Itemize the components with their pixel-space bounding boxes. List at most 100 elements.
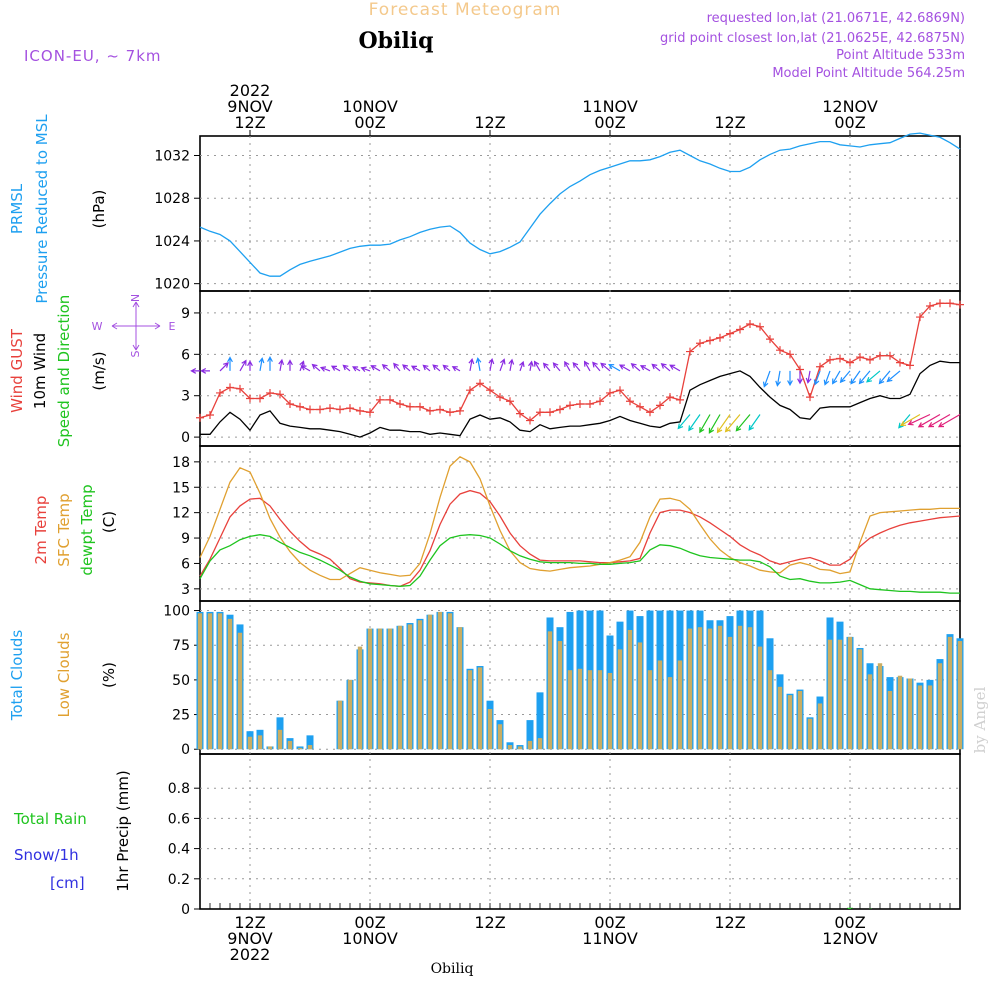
wind-arrow: [735, 414, 751, 432]
gust-marker: [426, 406, 434, 415]
cloud-bar-low: [567, 670, 573, 750]
wind-arrow: [699, 414, 711, 434]
compass-south: S: [129, 350, 142, 357]
time-label-top: 12Z: [714, 113, 745, 132]
y-tick-label: 0.2: [168, 872, 190, 888]
wind-arrow: [900, 413, 921, 427]
wind-arrow: [267, 355, 273, 371]
wind-arrow: [866, 370, 881, 383]
time-label-bottom: 10NOV: [342, 929, 398, 948]
gust-marker: [956, 300, 964, 309]
cloud-bar-low: [527, 740, 533, 750]
label-total-clouds: Total Clouds: [8, 630, 26, 722]
gust-marker: [566, 401, 574, 410]
panel-frame-precip: [199, 753, 961, 910]
series-dewpt-temp: [199, 534, 960, 594]
cloud-bar-low: [397, 625, 403, 750]
cloud-bar-low: [657, 660, 663, 750]
cloud-bar-low: [597, 670, 603, 750]
wind-arrow: [564, 360, 571, 372]
gust-marker: [536, 408, 544, 417]
gust-marker: [436, 405, 444, 414]
wind-arrow: [468, 357, 475, 372]
cloud-bar-low: [807, 718, 813, 750]
wind-arrow: [639, 365, 651, 372]
gust-marker: [406, 402, 414, 411]
wind-arrow: [688, 414, 701, 432]
compass-east: E: [169, 320, 176, 333]
gust-marker: [696, 339, 704, 348]
compass-north: N: [129, 294, 142, 302]
y-tick-label: 9: [181, 306, 190, 322]
wind-arrow: [410, 365, 421, 372]
y-tick-label: 1024: [154, 234, 190, 250]
cloud-bar-low: [787, 695, 793, 750]
cloud-bar-low: [947, 636, 953, 750]
cloud-bar-low: [217, 613, 223, 750]
gust-marker: [226, 383, 234, 392]
gridpoint-coords: grid point closest lon,lat (21.0625E, 42…: [660, 31, 965, 46]
time-label-bottom: 00Z: [834, 913, 865, 932]
label-2m-temp: 2m Temp: [32, 496, 50, 565]
wind-arrow: [787, 370, 793, 387]
wind-arrow: [797, 370, 803, 385]
wind-arrow: [805, 370, 812, 384]
wind-arrow: [660, 362, 671, 372]
cloud-bar-low: [427, 614, 433, 750]
time-label-top: 00Z: [354, 113, 385, 132]
gust-marker: [746, 319, 754, 328]
gust-marker: [286, 399, 294, 408]
y-tick-label: 0: [181, 902, 190, 918]
gust-marker: [266, 388, 274, 397]
gust-marker: [896, 358, 904, 367]
wind-arrow: [475, 357, 482, 372]
wind-arrow: [850, 370, 861, 385]
cloud-bar-total: [536, 692, 544, 750]
wind-arrow: [451, 366, 461, 372]
time-label-top: 00Z: [834, 113, 865, 132]
y-tick-label: 75: [172, 638, 190, 654]
location-title: Obiliq: [358, 28, 433, 54]
y-tick-label: 25: [172, 708, 190, 724]
gust-marker: [676, 395, 684, 404]
cloud-bar-low: [687, 628, 693, 750]
label-speed-direction: Speed and Direction: [55, 295, 73, 448]
cloud-bar-low: [677, 660, 683, 750]
series-10m-wind: [200, 360, 960, 438]
cloud-bar-low: [777, 686, 783, 750]
gust-marker: [376, 395, 384, 404]
time-label-top: 00Z: [594, 113, 625, 132]
gust-marker: [446, 408, 454, 417]
gust-marker: [736, 325, 744, 334]
wind-arrow: [542, 362, 551, 372]
cloud-bar-low: [547, 631, 553, 750]
y-tick-label: 1020: [154, 277, 190, 293]
wind-arrow: [219, 362, 229, 372]
cloud-bar-low: [627, 629, 633, 750]
y-tick-label: 0: [181, 430, 190, 446]
label-total-rain: Total Rain: [13, 810, 87, 828]
gust-marker: [396, 399, 404, 408]
gust-marker: [726, 329, 734, 338]
gust-marker: [586, 399, 594, 408]
cloud-bar-low: [697, 627, 703, 750]
wind-arrow: [630, 362, 641, 372]
wind-arrow: [724, 414, 741, 433]
gust-marker: [756, 322, 764, 331]
wind-arrow: [708, 414, 721, 434]
y-tick-label: 12: [172, 506, 190, 522]
cloud-bar-low: [647, 670, 653, 750]
gust-marker: [906, 361, 914, 370]
label-celsius: (C): [100, 511, 118, 533]
label-wind-gust: Wind GUST: [8, 328, 26, 413]
cloud-bar-low: [257, 735, 263, 750]
cloud-bar-low: [877, 663, 883, 750]
gust-marker: [326, 404, 334, 413]
wind-arrow: [402, 364, 411, 372]
wind-arrow: [858, 370, 871, 385]
gust-marker: [196, 413, 204, 422]
label-snow: Snow/1h: [14, 846, 79, 864]
cloud-bar-low: [767, 670, 773, 750]
gust-marker: [826, 355, 834, 364]
cloud-bar-low: [497, 724, 503, 750]
